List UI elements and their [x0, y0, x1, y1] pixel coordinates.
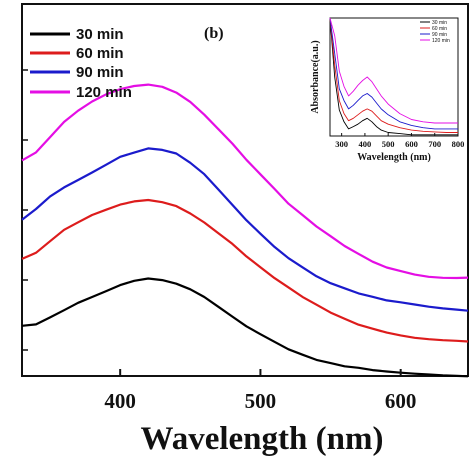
- series-line-90-min: [21, 147, 469, 312]
- inset-ticks-group: 300 400 500 600 700 800: [335, 133, 464, 149]
- inset-legend-label-30-min: 30 min: [432, 20, 447, 26]
- main-ticks-group: 400 500 600: [22, 69, 417, 413]
- inset-legend-label-90-min: 90 min: [432, 32, 447, 38]
- main-plot-frame: [21, 3, 469, 377]
- inset-legend-label-120-min: 120 min: [432, 38, 450, 44]
- x-axis-title: Wavelength (nm): [141, 421, 384, 457]
- inset-series-line-30-min: [329, 17, 458, 136]
- legend-label-120-min: 120 min: [76, 84, 132, 101]
- series-line-30-min: [21, 277, 469, 378]
- inset-legend: 30 min 60 min 90 min 120 min: [420, 20, 450, 44]
- inset-series-line-60-min: [329, 17, 458, 133]
- inset-y-axis-title: Absorbance(a.u.): [310, 40, 321, 113]
- inset-series-group: [329, 17, 458, 136]
- series-line-120-min: [21, 83, 469, 280]
- main-legend: 30 min 60 min 90 min 120 min: [30, 26, 132, 101]
- inset-x-tick-label: 300: [335, 139, 348, 149]
- legend-label-30-min: 30 min: [76, 26, 124, 43]
- inset-chart: 300 400 500 600 700 800 Absorbance(a.u.) Wave…: [310, 17, 464, 163]
- inset-plot-frame: [329, 17, 459, 137]
- inset-x-tick-label: 500: [382, 139, 395, 149]
- inset-x-tick-label: 700: [428, 139, 441, 149]
- legend-label-60-min: 60 min: [76, 45, 124, 62]
- inset-x-tick-label: 800: [452, 139, 465, 149]
- inset-x-axis-title: Wavelength (nm): [357, 152, 431, 163]
- x-tick-label: 600: [385, 389, 417, 413]
- inset-series-line-120-min: [329, 17, 458, 124]
- panel-label: (b): [204, 25, 224, 42]
- main-series-group: [21, 83, 469, 378]
- series-line-60-min: [21, 198, 469, 343]
- inset-legend-label-60-min: 60 min: [432, 26, 447, 32]
- x-tick-label: 500: [245, 389, 277, 413]
- x-tick-label: 400: [104, 389, 136, 413]
- inset-series-line-90-min: [329, 17, 458, 130]
- inset-x-tick-label: 600: [405, 139, 418, 149]
- legend-label-90-min: 90 min: [76, 64, 124, 81]
- inset-x-tick-label: 400: [359, 139, 372, 149]
